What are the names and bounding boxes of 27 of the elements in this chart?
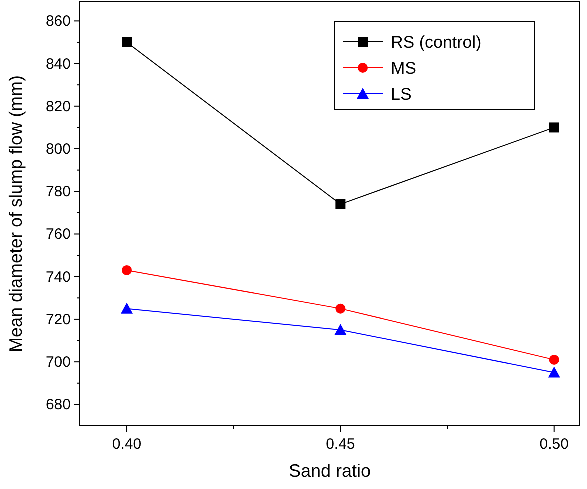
legend-label: RS (control) bbox=[391, 33, 482, 52]
y-tick-label: 760 bbox=[46, 226, 71, 244]
point bbox=[334, 324, 347, 336]
x-tick-label: 0.40 bbox=[112, 436, 142, 453]
y-tick-label: 780 bbox=[46, 184, 71, 201]
x-axis-title: Sand ratio bbox=[288, 461, 372, 481]
legend-label: MS bbox=[391, 59, 416, 78]
point bbox=[549, 354, 560, 365]
point bbox=[122, 265, 132, 276]
x-tick-label: 0.45 bbox=[326, 436, 356, 453]
legend-label: LS bbox=[391, 85, 412, 104]
y-tick-label: 840 bbox=[46, 56, 71, 73]
point bbox=[336, 304, 346, 314]
point bbox=[548, 366, 560, 378]
y-axis-title: Mean diameter of slump flow (mm) bbox=[6, 75, 26, 353]
y-tick-label: 820 bbox=[46, 98, 71, 116]
y-tick-label: 860 bbox=[46, 13, 71, 30]
y-tick-label: 680 bbox=[46, 396, 71, 414]
x-tick-label: 0.50 bbox=[540, 436, 569, 453]
y-tick-label: 720 bbox=[46, 311, 71, 328]
point bbox=[122, 37, 132, 48]
point bbox=[549, 122, 560, 133]
y-tick-label: 800 bbox=[46, 141, 71, 158]
y-tick-label: 700 bbox=[46, 354, 71, 372]
point bbox=[121, 302, 134, 314]
y-tick-label: 740 bbox=[46, 268, 71, 286]
point bbox=[336, 199, 346, 210]
